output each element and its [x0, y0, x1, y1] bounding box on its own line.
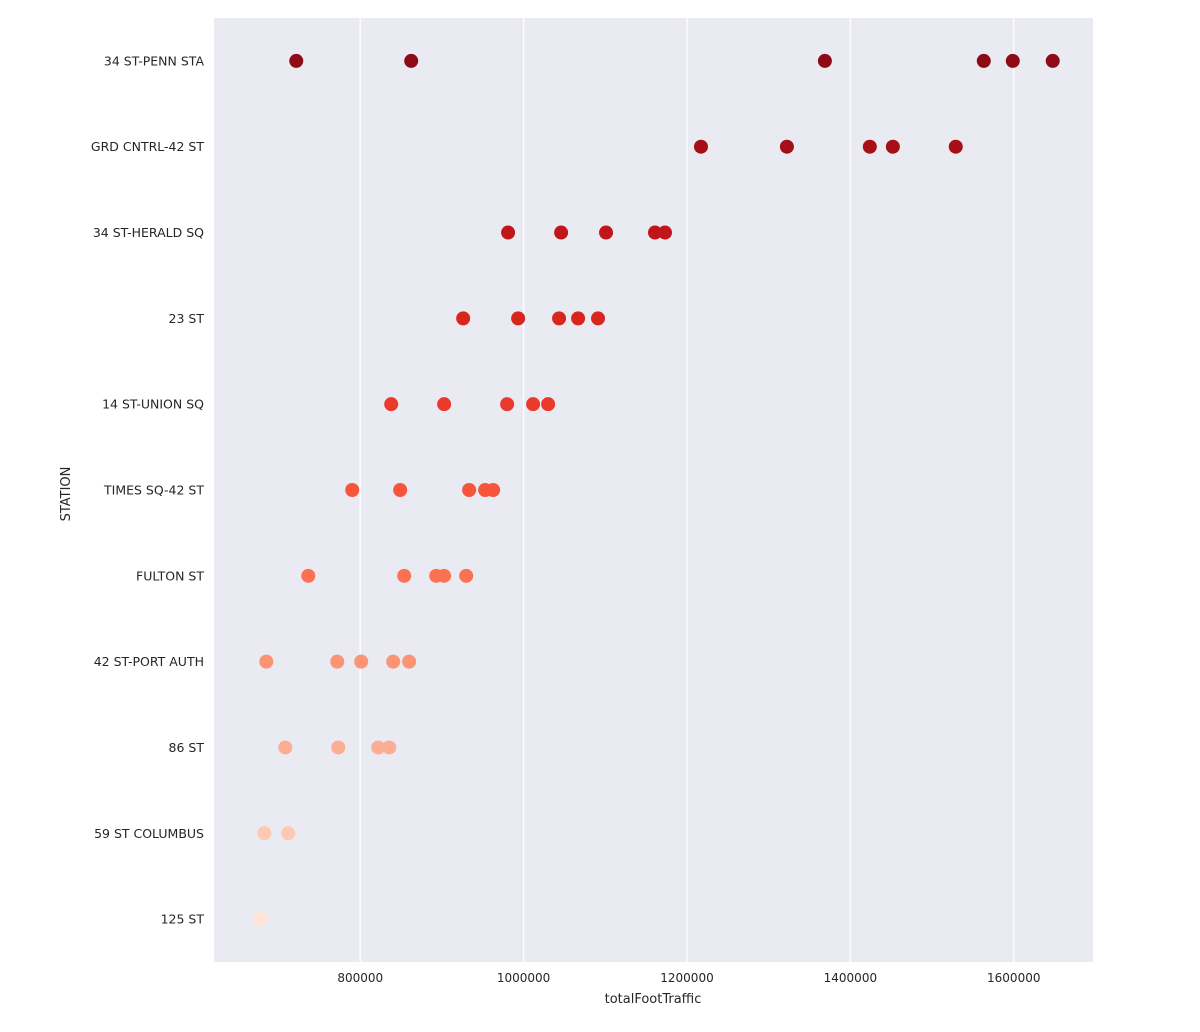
data-point: [371, 740, 386, 755]
data-point: [571, 311, 586, 326]
data-point: [289, 53, 304, 68]
x-tick-label: 1600000: [987, 971, 1040, 985]
x-tick-label: 1200000: [660, 971, 713, 985]
data-point: [486, 483, 501, 497]
data-point: [384, 397, 399, 412]
data-point: [281, 826, 296, 841]
data-point: [541, 397, 556, 412]
data-point: [331, 740, 346, 755]
x-tick-label: 1400000: [824, 971, 877, 985]
y-tick-label: 34 ST-PENN STA: [104, 53, 205, 68]
data-point: [253, 912, 268, 927]
data-point: [437, 397, 452, 412]
data-point: [1005, 53, 1020, 68]
x-tick-label: 1000000: [497, 971, 550, 985]
data-point: [393, 483, 408, 497]
y-tick-label: 125 ST: [161, 912, 205, 927]
y-axis-label: STATION: [59, 467, 74, 522]
x-axis-label: totalFootTraffic: [605, 992, 702, 1007]
data-point: [511, 311, 526, 326]
data-point: [779, 139, 794, 154]
data-point: [459, 568, 474, 583]
data-point: [658, 225, 673, 240]
y-tick-label: GRD CNTRL-42 ST: [91, 139, 204, 154]
data-point: [278, 740, 293, 755]
y-tick-label: 42 ST-PORT AUTH: [94, 654, 204, 669]
data-point: [404, 53, 419, 68]
data-point: [259, 654, 274, 669]
data-point: [693, 139, 708, 154]
data-point: [500, 397, 515, 412]
data-point: [382, 740, 397, 755]
data-point: [501, 225, 516, 240]
data-point: [1045, 53, 1060, 68]
data-point: [817, 53, 832, 68]
data-point: [345, 483, 360, 497]
x-tick-label: 800000: [337, 971, 383, 985]
y-tick-label: 23 ST: [169, 311, 205, 326]
y-tick-label: 59 ST COLUMBUS: [94, 826, 204, 841]
data-point: [599, 225, 614, 240]
data-point: [301, 568, 316, 583]
data-point: [591, 311, 606, 326]
y-tick-label: FULTON ST: [136, 568, 204, 583]
data-point: [862, 139, 877, 154]
data-point: [397, 568, 412, 583]
data-point: [330, 654, 345, 669]
data-point: [647, 225, 662, 240]
data-point: [456, 311, 471, 326]
y-tick-label: 34 ST-HERALD SQ: [93, 225, 204, 240]
data-point: [885, 139, 900, 154]
data-point: [354, 654, 369, 669]
y-tick-label: 14 ST-UNION SQ: [102, 397, 204, 412]
data-point: [257, 826, 272, 841]
data-point: [437, 568, 452, 583]
y-tick-label: TIMES SQ-42 ST: [103, 483, 204, 498]
data-point: [948, 139, 963, 154]
data-point: [386, 654, 401, 669]
data-point: [402, 654, 417, 669]
data-point: [976, 53, 991, 68]
y-tick-label: 86 ST: [169, 740, 205, 755]
data-point: [526, 397, 541, 412]
data-point: [554, 225, 569, 240]
data-point: [552, 311, 567, 326]
data-point: [462, 483, 477, 497]
